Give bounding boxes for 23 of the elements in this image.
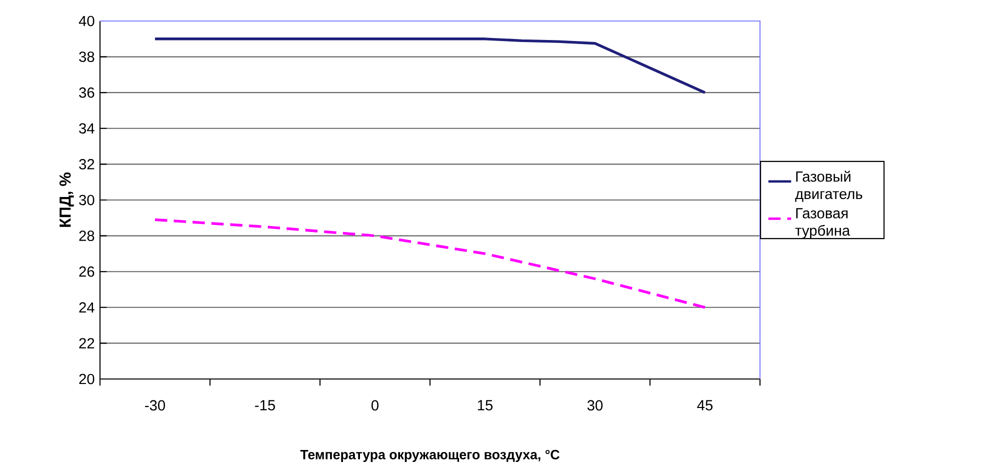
y-tick-label: 28 bbox=[79, 230, 94, 241]
y-tick-label: 38 bbox=[79, 52, 94, 62]
x-tick-label: 15 bbox=[478, 400, 493, 410]
y-tick-label: 20 bbox=[79, 374, 94, 384]
x-axis-title: Температура окружающего воздуха, °C bbox=[300, 450, 560, 462]
y-axis-title: КПД, % bbox=[60, 172, 74, 227]
y-tick-label: 40 bbox=[78, 16, 94, 26]
x-tick-label: 30 bbox=[587, 400, 603, 411]
y-tick-label: 22 bbox=[79, 338, 94, 348]
y-tick-label: 26 bbox=[79, 266, 94, 277]
x-tick-label: 0 bbox=[371, 400, 378, 411]
y-tick-label: 30 bbox=[79, 194, 94, 206]
line-series bbox=[154, 218, 706, 309]
x-tick-label: -15 bbox=[255, 400, 275, 410]
legend-label: Газовая турбина bbox=[795, 208, 850, 239]
y-tick-label: 34 bbox=[79, 123, 94, 134]
x-tick-label: 45 bbox=[697, 400, 713, 410]
y-tick-label: 36 bbox=[79, 87, 94, 98]
y-tick-label: 32 bbox=[79, 159, 94, 170]
x-tick-label: -30 bbox=[145, 400, 166, 411]
y-tick-label: 24 bbox=[79, 302, 94, 313]
legend-label: Газовый двигатель bbox=[795, 170, 862, 202]
line-series bbox=[154, 38, 706, 94]
